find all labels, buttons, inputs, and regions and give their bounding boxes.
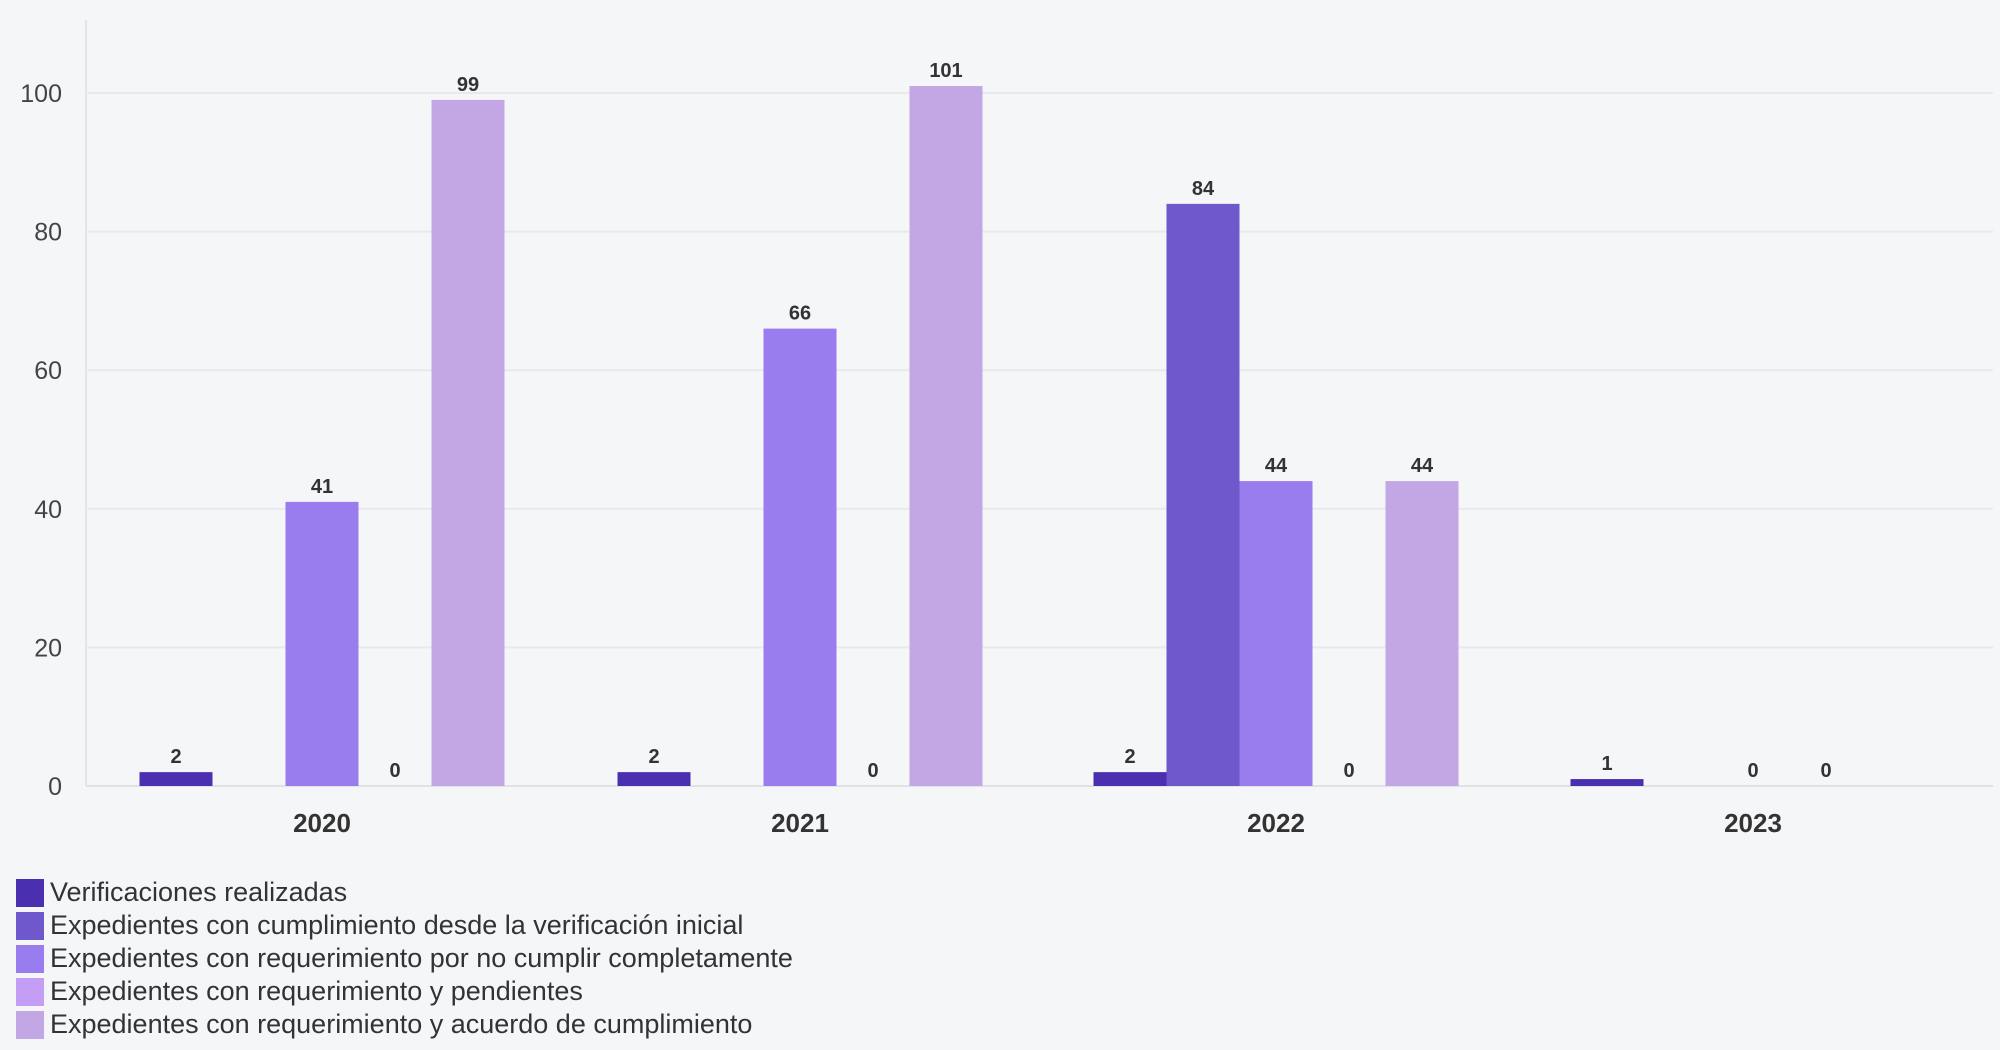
bar-chart: 0204060801002410992020266010120212844404… [20,20,1993,838]
legend-label: Expedientes con cumplimiento desde la ve… [50,910,744,940]
legend-swatch [16,911,44,940]
bar-value-label: 0 [1747,760,1758,782]
bar [909,86,983,786]
bar [1093,772,1167,786]
bar [431,99,505,787]
bar-value-label: 84 [1192,178,1215,200]
y-tick-label: 20 [34,634,62,662]
y-tick-label: 80 [34,219,62,247]
bar-value-label: 44 [1411,455,1434,477]
x-category-label: 2021 [771,808,829,838]
bar-value-label: 2 [170,746,181,768]
bar [1570,779,1644,786]
bar-value-label: 66 [789,303,811,325]
legend-label: Verificaciones realizadas [50,877,348,907]
bar-value-label: 0 [1343,760,1354,782]
bar-value-label: 101 [929,60,962,82]
legend-item: Expedientes con requerimiento y acuerdo … [16,1008,793,1041]
bar-value-label: 1 [1601,753,1612,775]
x-category-label: 2020 [293,808,351,838]
bar [1385,481,1459,786]
bar-value-label: 2 [1124,746,1135,768]
y-tick-label: 100 [20,80,62,108]
legend-label: Expedientes con requerimiento por no cum… [50,943,793,973]
legend-swatch [16,1010,44,1039]
y-tick-label: 40 [34,496,62,524]
x-category-label: 2023 [1724,808,1782,838]
chart-legend: Verificaciones realizadas Expedientes con… [16,876,793,1041]
bar-value-label: 99 [457,74,479,96]
bar [139,772,213,786]
legend-item: Verificaciones realizadas [16,876,793,909]
legend-label: Expedientes con requerimiento y pendient… [50,976,583,1006]
bar [617,772,691,786]
legend-swatch [16,944,44,973]
legend-label: Expedientes con requerimiento y acuerdo … [50,1009,753,1039]
legend-item: Expedientes con requerimiento y pendient… [16,975,793,1008]
x-category-label: 2022 [1247,808,1305,838]
legend-item: Expedientes con cumplimiento desde la ve… [16,909,793,942]
y-tick-label: 60 [34,357,62,385]
bar [1166,203,1240,786]
bar [763,328,837,786]
bar-value-label: 0 [1820,760,1831,782]
bar [1239,481,1313,786]
bar-value-label: 0 [867,760,878,782]
legend-item: Expedientes con requerimiento por no cum… [16,942,793,975]
legend-swatch [16,977,44,1006]
legend-swatch [16,878,44,907]
y-tick-label: 0 [48,773,62,801]
bar-value-label: 2 [648,746,659,768]
bar-value-label: 41 [311,476,333,498]
bar-value-label: 44 [1265,455,1288,477]
bar [285,501,359,786]
bar-value-label: 0 [389,760,400,782]
